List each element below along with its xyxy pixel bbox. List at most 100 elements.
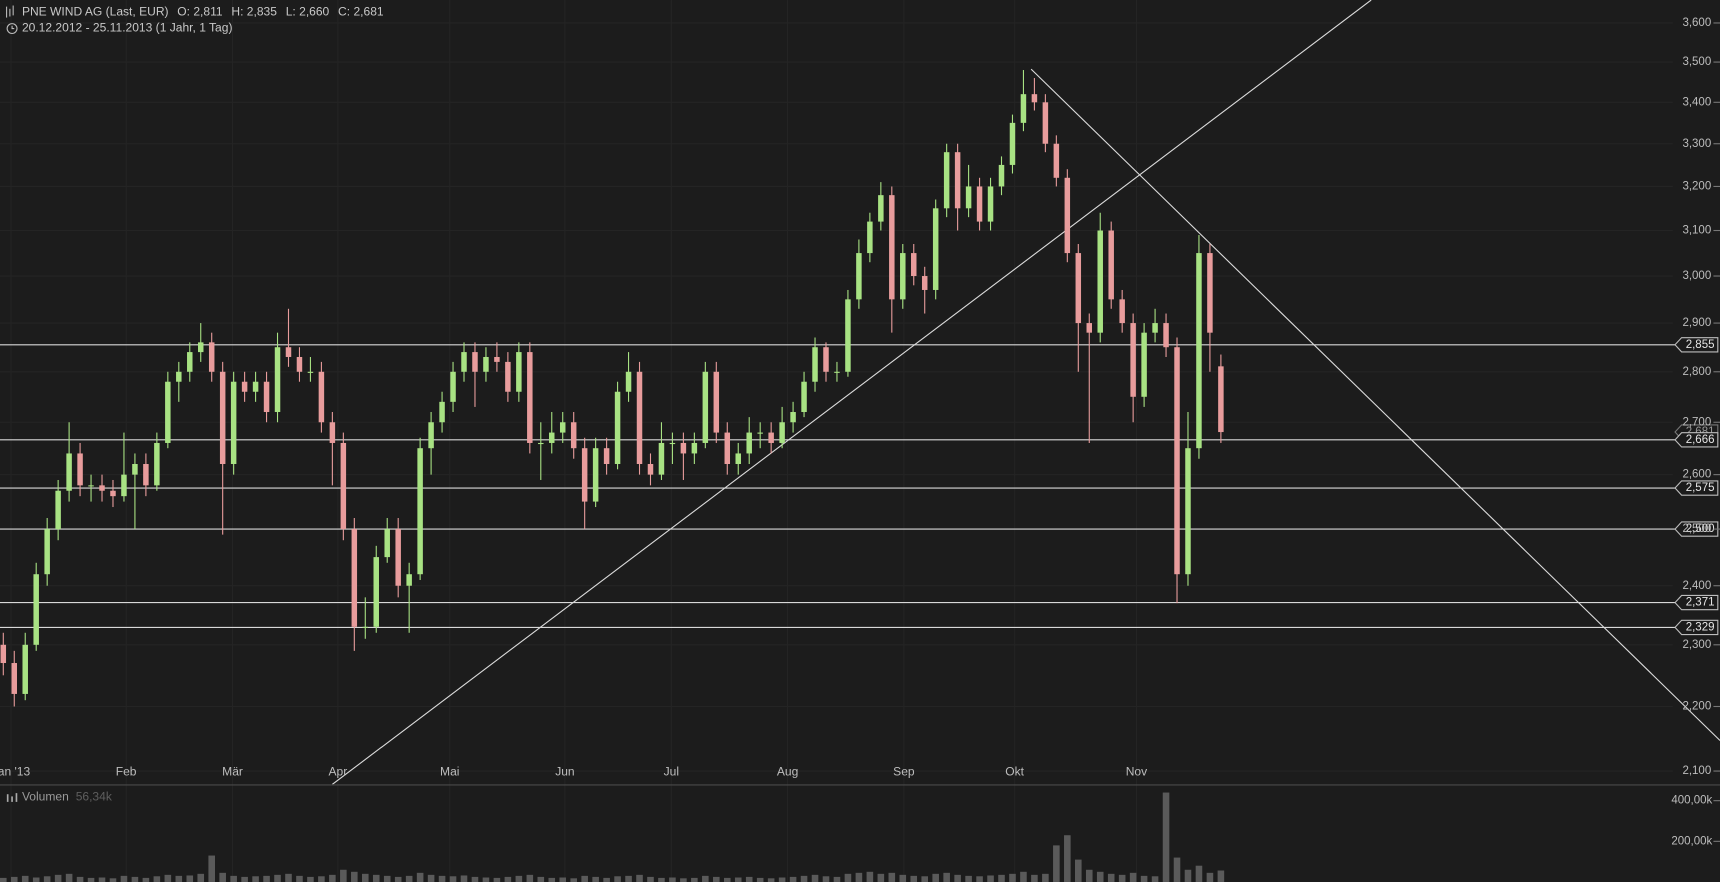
- candle-body: [680, 442, 687, 454]
- candle-body: [1141, 332, 1147, 397]
- candle-body: [691, 442, 698, 454]
- volume-bar: [965, 875, 972, 882]
- volume-bar: [658, 877, 665, 882]
- candle-body: [384, 529, 390, 558]
- volume-bar: [756, 877, 764, 882]
- candle-body: [1130, 323, 1136, 397]
- volume-bar: [713, 876, 720, 882]
- candle-body: [472, 352, 478, 372]
- x-tick-label: Apr: [328, 764, 347, 778]
- volume-bar: [10, 876, 18, 882]
- volume-bar: [372, 874, 380, 882]
- volume-bar: [745, 876, 753, 882]
- candle-body: [1031, 94, 1038, 103]
- volume-bar: [1162, 792, 1170, 882]
- candle-body: [1218, 366, 1224, 433]
- candle-body: [230, 381, 237, 464]
- y-tick-label: 3,600: [1682, 17, 1711, 29]
- candle-body: [263, 381, 270, 413]
- volume-last: 56,34k: [76, 790, 113, 804]
- candle-body: [450, 371, 456, 402]
- volume-bar: [307, 876, 314, 882]
- candle-body: [329, 422, 336, 443]
- candle-body: [0, 644, 7, 664]
- candle-body: [274, 347, 281, 413]
- candle-body: [856, 253, 862, 300]
- level-label: 2,666: [1686, 434, 1715, 446]
- candle-body: [1075, 253, 1082, 324]
- y-tick-label: 3,400: [1682, 96, 1711, 108]
- volume-bar: [910, 875, 918, 882]
- candle-body: [592, 448, 599, 502]
- candle-body: [66, 453, 72, 491]
- volume-bar: [263, 875, 270, 882]
- candle-body: [516, 352, 522, 392]
- y-tick-label: 2,200: [1682, 701, 1711, 713]
- volume-layer: 200,00k 400,00k: [0, 792, 1720, 882]
- candle-body: [33, 574, 39, 645]
- volume-bar: [1107, 873, 1115, 882]
- y-tick-label: 2,300: [1682, 639, 1711, 651]
- candle-body: [823, 347, 829, 372]
- level-tag: [1674, 619, 1719, 636]
- candle-body: [812, 347, 818, 382]
- x-tick-label: Jun: [555, 764, 574, 778]
- level-tag: [1674, 480, 1719, 496]
- level-label: 2,575: [1686, 482, 1715, 494]
- candle-body: [636, 371, 643, 464]
- volume-bar: [548, 877, 556, 882]
- candle-body: [1163, 323, 1169, 348]
- volume-bar: [54, 874, 62, 882]
- candle-body: [867, 221, 873, 254]
- candle-body: [1207, 253, 1213, 333]
- volume-bar: [164, 874, 172, 882]
- volume-bar: [1140, 875, 1148, 882]
- x-tick-label: Jul: [664, 764, 679, 778]
- volume-bar: [789, 876, 797, 882]
- candle-body: [197, 342, 204, 353]
- candle-body: [165, 381, 171, 443]
- candle-body: [285, 347, 292, 357]
- volume-bar: [438, 875, 446, 882]
- candle-body: [954, 152, 961, 209]
- header-value: O: 2,811: [177, 4, 223, 18]
- volume-icon: [6, 793, 18, 802]
- volume-bar: [208, 855, 215, 882]
- x-tick-label: Jan '13: [0, 764, 30, 778]
- y-tick-label: 3,200: [1682, 180, 1711, 192]
- volume-bar: [778, 877, 786, 882]
- x-tick-label: Feb: [116, 764, 137, 778]
- x-tick-label: Aug: [777, 764, 798, 778]
- candle-body: [768, 432, 774, 443]
- volume-bar: [65, 873, 73, 882]
- candle-body: [187, 352, 193, 372]
- level-label: 2,855: [1686, 339, 1715, 351]
- x-tick-label: Mär: [222, 764, 243, 778]
- volume-bar: [932, 873, 939, 882]
- candle-body: [538, 442, 544, 445]
- volume-bar: [427, 874, 435, 882]
- volume-bar: [285, 873, 292, 882]
- level-tag: [1674, 432, 1719, 448]
- volume-bar: [1206, 872, 1214, 882]
- candle-body: [746, 432, 752, 454]
- candle-body: [724, 432, 731, 464]
- volume-bar: [921, 876, 929, 882]
- candle-body: [658, 442, 665, 475]
- candle-body: [154, 442, 160, 486]
- candle-body: [603, 448, 610, 464]
- volume-bar: [131, 876, 139, 882]
- candle-body: [965, 186, 972, 209]
- clock-hand: [11, 25, 15, 30]
- candle-body: [395, 529, 401, 586]
- candle-body: [307, 371, 314, 373]
- candle-body: [570, 422, 577, 449]
- candle-body: [296, 356, 303, 372]
- volume-bar: [833, 876, 841, 882]
- chart-icon: [6, 5, 14, 18]
- candle-body: [362, 626, 369, 628]
- candle-body: [417, 448, 423, 575]
- candle-body: [976, 186, 983, 222]
